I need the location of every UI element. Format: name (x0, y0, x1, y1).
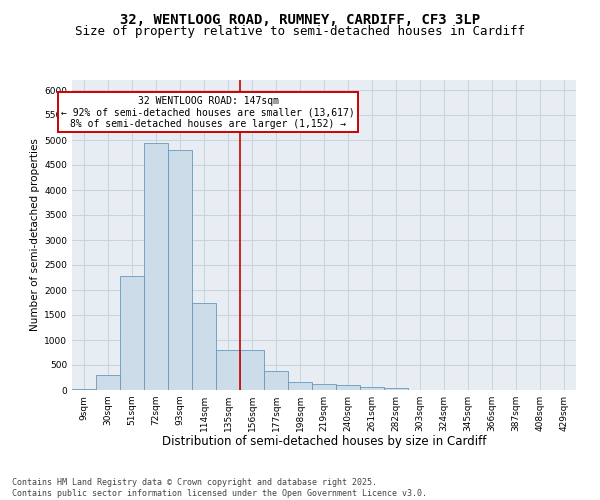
Bar (384, 388, 408, 390)
Text: 32 WENTLOOG ROAD: 147sqm
← 92% of semi-detached houses are smaller (13,617)
8% o: 32 WENTLOOG ROAD: 147sqm ← 92% of semi-d… (61, 96, 355, 128)
Bar (72, 389, 96, 390)
Bar (192, 302, 216, 390)
X-axis label: Distribution of semi-detached houses by size in Cardiff: Distribution of semi-detached houses by … (162, 436, 486, 448)
Bar (312, 384, 336, 390)
Bar (96, 374, 120, 390)
Bar (336, 385, 360, 390)
Bar (360, 387, 384, 390)
Y-axis label: Number of semi-detached properties: Number of semi-detached properties (30, 138, 40, 332)
Bar (144, 142, 168, 390)
Text: Contains HM Land Registry data © Crown copyright and database right 2025.
Contai: Contains HM Land Registry data © Crown c… (12, 478, 427, 498)
Text: 32, WENTLOOG ROAD, RUMNEY, CARDIFF, CF3 3LP: 32, WENTLOOG ROAD, RUMNEY, CARDIFF, CF3 … (120, 12, 480, 26)
Text: Size of property relative to semi-detached houses in Cardiff: Size of property relative to semi-detach… (75, 25, 525, 38)
Bar (216, 350, 240, 390)
Bar (240, 350, 264, 390)
Bar (120, 276, 144, 390)
Bar (288, 382, 312, 390)
Bar (264, 370, 288, 390)
Bar (168, 150, 192, 390)
